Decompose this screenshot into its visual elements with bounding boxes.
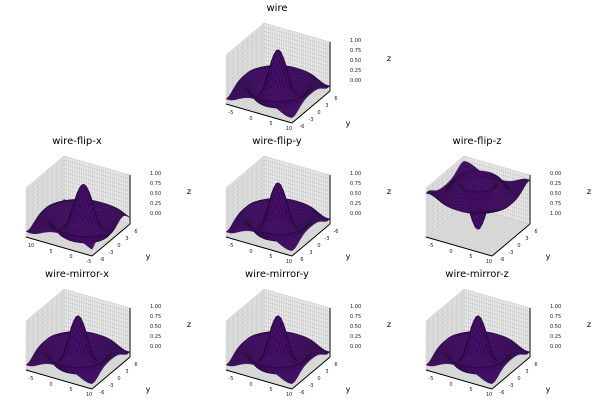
- z-tick-label: 0.50: [150, 191, 161, 197]
- z-tick-label: 0.75: [150, 181, 161, 187]
- x-tick-label: 10: [286, 259, 292, 265]
- x-tick-label: 5: [269, 254, 272, 260]
- x-tick-label: 0: [249, 249, 252, 255]
- subplot-title: wire: [266, 3, 287, 14]
- z-tick-label: 1.00: [150, 171, 161, 177]
- z-tick-label: 0.00: [350, 211, 361, 217]
- y-axis-label: y: [346, 119, 351, 128]
- y-tick-label: 6: [134, 229, 137, 235]
- x-tick-label: -5: [229, 243, 234, 249]
- x-tick-label: 0: [69, 254, 72, 260]
- x-axis-line: [225, 103, 293, 124]
- subplot-title: wire-flip-y: [252, 136, 301, 147]
- x-tick-label: 5: [269, 121, 272, 127]
- x-tick-label: -5: [87, 259, 92, 265]
- y-tick-label: 0: [117, 243, 120, 249]
- y-tick-label: 3: [309, 250, 312, 256]
- x-tick-label: 10: [286, 126, 292, 132]
- z-tick-label: 0.50: [350, 191, 361, 197]
- x-tick-label: 5: [49, 249, 52, 255]
- z-axis-label: z: [387, 187, 391, 196]
- z-tick-label: 0.25: [350, 68, 361, 74]
- y-tick-label: -3: [309, 117, 314, 123]
- z-tick-label: 0.00: [150, 211, 161, 217]
- z-axis-label: z: [187, 187, 191, 196]
- z-tick-label: 0.50: [350, 58, 361, 64]
- y-tick-label: -6: [100, 257, 105, 263]
- y-axis-label: y: [346, 252, 351, 261]
- y-tick-label: 3: [325, 103, 328, 109]
- y-tick-label: -3: [109, 250, 114, 256]
- z-tick-label: 1.00: [350, 38, 361, 44]
- z-tick-label: 0.25: [350, 201, 361, 207]
- z-tick-label: 0.00: [350, 78, 361, 84]
- y-tick-label: 6: [300, 257, 303, 263]
- z-tick-label: 0.25: [150, 201, 161, 207]
- y-axis-label: y: [146, 252, 151, 261]
- z-tick-label: 0.75: [350, 181, 361, 187]
- y-tick-label: 0: [317, 110, 320, 116]
- y-tick-label: -3: [325, 236, 330, 242]
- z-tick-label: 0.75: [350, 48, 361, 54]
- y-tick-label: 0: [317, 243, 320, 249]
- y-tick-label: 6: [334, 96, 337, 102]
- y-tick-label: 3: [125, 236, 128, 242]
- y-tick-label: -6: [334, 229, 339, 235]
- z-tick-label: 1.00: [350, 171, 361, 177]
- y-axis-line: [291, 90, 331, 124]
- x-tick-label: -5: [229, 110, 234, 116]
- x-tick-label: 10: [28, 243, 34, 249]
- y-tick-label: -6: [300, 124, 305, 130]
- x-tick-label: 0: [249, 116, 252, 122]
- wireframe-surface: [225, 49, 331, 118]
- subplot-title: wire-flip-x: [52, 136, 102, 147]
- z-axis-label: z: [387, 54, 391, 63]
